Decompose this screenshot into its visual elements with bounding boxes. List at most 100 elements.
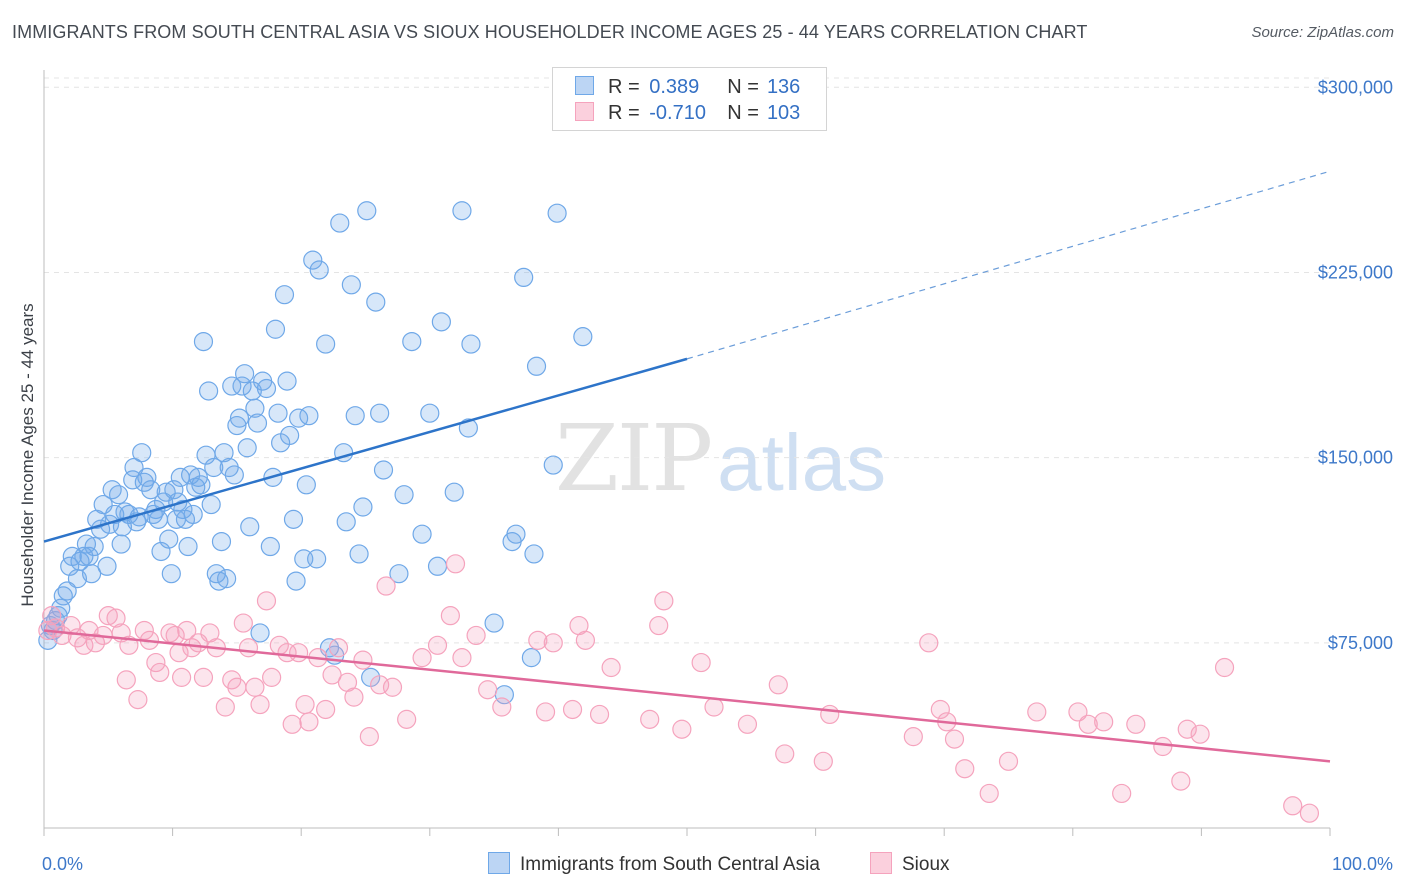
data-point <box>445 554 466 574</box>
data-point <box>102 480 122 500</box>
data-point <box>245 398 265 418</box>
data-point <box>955 759 975 779</box>
data-point <box>283 509 304 529</box>
data-point <box>111 534 131 554</box>
data-point <box>299 406 319 426</box>
data-point <box>57 581 77 601</box>
bottom-legend-south-central-asia: Immigrants from South Central Asia <box>488 852 820 876</box>
data-point <box>61 615 81 636</box>
legend-swatch-pink <box>575 102 594 121</box>
legend-r-label: R = <box>608 102 640 124</box>
chart-title: IMMIGRANTS FROM SOUTH CENTRAL ASIA VS SI… <box>12 22 1088 42</box>
data-point <box>193 667 214 687</box>
data-point <box>214 443 234 463</box>
data-point <box>81 564 102 584</box>
data-point <box>183 504 203 525</box>
data-point <box>274 285 295 305</box>
data-point <box>330 213 350 233</box>
x-tick-label-start: 0.0% <box>42 854 83 874</box>
data-point <box>1171 771 1191 791</box>
data-point <box>382 677 403 697</box>
data-point <box>307 549 327 569</box>
chart-source: Source: ZipAtlas.com <box>1251 24 1394 41</box>
data-point <box>265 319 286 339</box>
watermark-atlas: atlas <box>717 418 887 507</box>
data-point <box>1126 714 1146 734</box>
data-point <box>286 571 306 591</box>
legend-r-value: -0.710 <box>649 102 706 124</box>
data-point <box>466 625 486 646</box>
data-point <box>217 569 237 589</box>
legend-r-value: 0.389 <box>649 76 700 98</box>
data-point <box>353 497 373 517</box>
y-tick-label: $75,000 <box>1328 633 1393 653</box>
data-point <box>444 482 464 502</box>
data-point <box>979 783 999 804</box>
data-point <box>427 556 448 576</box>
data-point <box>256 591 277 611</box>
data-point <box>341 275 361 295</box>
data-point <box>412 524 432 544</box>
data-point <box>74 635 94 655</box>
y-tick-label: $300,000 <box>1318 77 1393 97</box>
data-point <box>420 403 440 423</box>
data-point <box>431 312 451 332</box>
data-point <box>206 564 226 584</box>
legend-n-label: N = <box>727 102 759 124</box>
data-point <box>528 630 548 650</box>
data-point <box>357 201 377 221</box>
data-point <box>328 638 349 658</box>
data-point <box>277 643 297 663</box>
data-point <box>521 648 541 668</box>
data-point <box>1299 803 1320 823</box>
data-point <box>247 413 268 433</box>
series-sioux-points <box>38 554 1320 823</box>
bottom-legend-swatch-blue <box>488 852 510 874</box>
data-point <box>930 699 950 720</box>
data-point <box>116 670 136 690</box>
legend-n-value: 136 <box>766 76 801 98</box>
data-point <box>289 643 309 663</box>
data-point <box>402 331 422 352</box>
data-point <box>1153 736 1173 757</box>
data-point <box>336 512 356 532</box>
data-point <box>389 564 409 584</box>
data-point <box>106 608 126 628</box>
watermark: ZIPatlas <box>555 405 886 512</box>
data-point <box>277 371 297 391</box>
data-point <box>160 623 180 643</box>
data-point <box>182 638 202 658</box>
data-point <box>484 613 504 633</box>
data-point <box>215 697 235 717</box>
data-point <box>672 719 692 739</box>
data-point <box>124 457 144 478</box>
data-point <box>84 536 104 557</box>
data-point <box>85 633 106 653</box>
data-point <box>316 334 336 354</box>
data-point <box>524 544 544 564</box>
data-point <box>146 652 166 673</box>
legend-row-south-central-asia: R = 0.389 N = 136 <box>575 76 835 100</box>
data-point <box>1190 724 1210 744</box>
data-point <box>222 376 242 396</box>
data-point <box>233 613 253 633</box>
data-point <box>191 475 211 495</box>
data-point <box>97 556 117 576</box>
data-point <box>535 702 556 722</box>
data-point <box>589 704 610 725</box>
legend-row-sioux: R = -0.710 N = 103 <box>575 102 835 126</box>
data-point <box>478 680 498 700</box>
axes <box>43 70 1331 836</box>
data-point <box>768 675 788 695</box>
data-point <box>240 517 260 537</box>
data-point <box>903 727 923 747</box>
data-point <box>543 455 563 475</box>
data-point <box>543 633 563 653</box>
data-point <box>349 544 369 564</box>
data-point <box>820 704 840 725</box>
data-point <box>1283 796 1303 816</box>
data-point <box>229 408 250 428</box>
data-point <box>98 606 118 626</box>
data-point <box>640 709 660 729</box>
data-point <box>235 364 255 384</box>
